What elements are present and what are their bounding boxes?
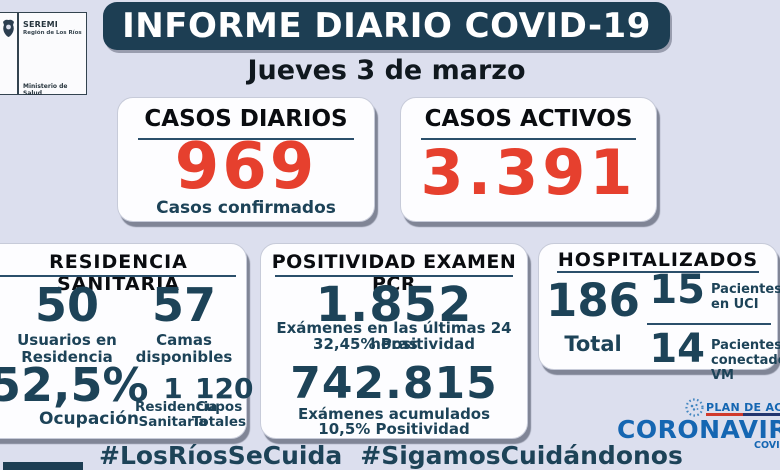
hospitalized-vm-label: Pacientes conectados VM xyxy=(711,338,780,383)
daily-cases-title: CASOS DIARIOS xyxy=(144,106,348,132)
daily-cases-subtitle: Casos confirmados xyxy=(156,198,336,218)
logo-org-label: SEREMI xyxy=(23,20,58,29)
pcr-title: POSITIVIDAD EXAMEN PCR xyxy=(271,251,517,295)
active-cases-value: 3.391 xyxy=(420,136,637,209)
coat-of-arms-icon xyxy=(3,19,14,37)
pcr-total-label: Exámenes acumulados xyxy=(297,405,491,423)
residence-title: RESIDENCIA SANITARIA xyxy=(49,251,188,295)
residence-slots-label: Cupos Totales xyxy=(191,399,247,431)
hashtag-los-rios: #LosRíosSeCuida xyxy=(99,441,343,470)
pcr-total-value: 742.815 xyxy=(290,358,498,409)
logo-ministry-label: Ministerio de Salud xyxy=(23,83,68,97)
coronavirus-wordmark: CORONAVIRU xyxy=(617,415,780,444)
daily-cases-rule xyxy=(138,138,354,140)
virus-icon xyxy=(685,398,704,417)
residence-users-label: Usuarios en Residencia xyxy=(17,331,117,367)
pcr-recent-label: Exámenes en las últimas 24 horas xyxy=(276,319,512,353)
pcr-rule xyxy=(275,275,513,277)
pcr-positivity-card: POSITIVIDAD EXAMEN PCR 1.852 Exámenes en… xyxy=(260,243,528,439)
residence-beds-label: Camas disponibles xyxy=(135,331,233,367)
daily-cases-card: CASOS DIARIOS 969 Casos confirmados xyxy=(117,97,375,222)
residence-users-value: 50 xyxy=(34,278,99,332)
hospitalized-title: HOSPITALIZADOS xyxy=(557,249,759,271)
residence-count-value: 1 xyxy=(163,372,183,405)
hashtag-sigamos: #SigamosCuidándonos xyxy=(360,441,683,470)
residence-occupancy-value: 52,5% xyxy=(0,358,149,412)
hospitalized-vm-value: 14 xyxy=(649,326,705,372)
pcr-recent-value: 1.852 xyxy=(315,277,473,333)
hospitalized-rule xyxy=(557,271,759,273)
residence-occupancy-label: Ocupación xyxy=(39,409,139,429)
residence-beds-value: 57 xyxy=(151,278,216,332)
hospitalized-total-label: Total xyxy=(564,332,622,356)
seremi-logo-box: SEREMI Región de Los Ríos Ministerio de … xyxy=(0,12,87,97)
pcr-total-positivity: 10,5% Positividad xyxy=(318,420,470,438)
active-cases-title: CASOS ACTIVOS xyxy=(424,106,633,132)
residence-rule xyxy=(0,275,236,277)
hospitalized-card: HOSPITALIZADOS 186 Total 15 Pacientes en… xyxy=(538,243,780,383)
report-date: Jueves 3 de marzo xyxy=(247,55,526,86)
logo-region-label: Región de Los Ríos xyxy=(23,30,82,36)
active-cases-card: CASOS ACTIVOS 3.391 xyxy=(400,97,657,222)
residence-slots-value: 120 xyxy=(195,372,254,405)
hospitalized-total-value: 186 xyxy=(546,274,640,327)
hospitalized-divider xyxy=(647,323,771,325)
campaign-hashtags: #LosRíosSeCuida #SigamosCuidándonos xyxy=(90,441,690,470)
flag-underline xyxy=(706,413,780,416)
hospitalized-uci-label: Pacientes en UCI xyxy=(711,282,780,312)
daily-cases-value: 969 xyxy=(174,130,318,204)
residence-count-label: Residencia Sanitaria xyxy=(135,399,218,431)
bottom-left-banner-fragment xyxy=(3,462,83,470)
sanitary-residence-card: RESIDENCIA SANITARIA 50 Usuarios en Resi… xyxy=(0,243,254,439)
plan-de-accion-label: PLAN DE ACCI xyxy=(706,401,780,414)
hospitalized-uci-value: 15 xyxy=(649,267,705,313)
logo-divider xyxy=(17,13,19,94)
active-cases-rule xyxy=(421,138,636,140)
covid-sub-label: COVID xyxy=(754,440,780,451)
title-banner: INFORME DIARIO COVID-19 xyxy=(103,2,670,50)
pcr-recent-positivity: 32,45% Positividad xyxy=(313,335,475,353)
